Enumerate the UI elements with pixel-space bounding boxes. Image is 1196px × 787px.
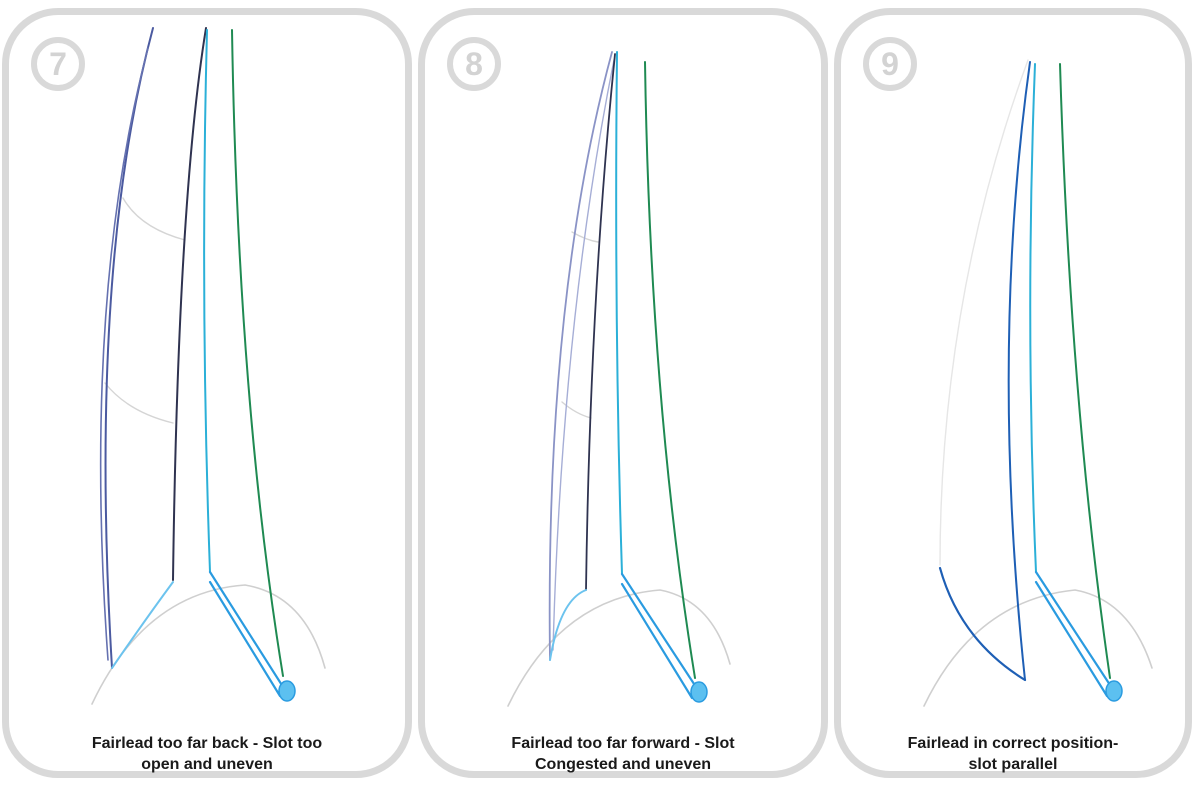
caption-line-1: Fairlead in correct position- xyxy=(907,735,1119,752)
caption-line-2: slot parallel xyxy=(968,756,1058,773)
panel-8: 8 Fairlead too far forward - Slot Conges… xyxy=(418,8,828,778)
caption-line-2: open and uneven xyxy=(141,756,273,773)
caption-line-1: Fairlead too far forward - Slot xyxy=(511,735,735,752)
panel-caption: Fairlead too far forward - Slot Congeste… xyxy=(425,733,821,775)
panel-caption: Fairlead in correct position- slot paral… xyxy=(841,733,1185,775)
caption-line-2: Congested and uneven xyxy=(534,756,712,773)
panel-caption: Fairlead too far back - Slot too open an… xyxy=(9,733,405,775)
panel-number-badge: 9 xyxy=(863,37,917,91)
panel-7: 7 Fairlead too far back - Slot too open … xyxy=(2,8,412,778)
panel-number-badge: 8 xyxy=(447,37,501,91)
panel-number-badge: 7 xyxy=(31,37,85,91)
panel-9: 9 Fairlead in correct position- slot par… xyxy=(834,8,1192,778)
caption-line-1: Fairlead too far back - Slot too xyxy=(91,735,323,752)
